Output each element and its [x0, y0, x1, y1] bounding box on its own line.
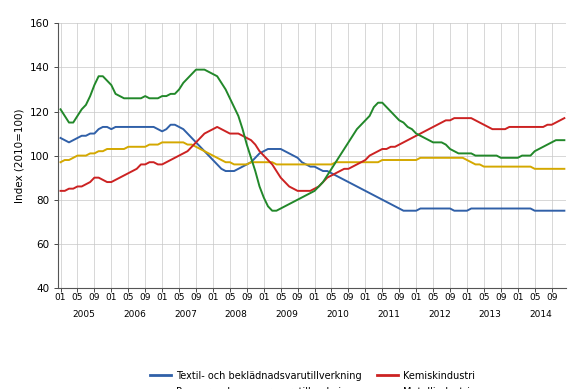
Text: 2006: 2006: [123, 310, 146, 319]
Text: 2010: 2010: [326, 310, 349, 319]
Text: 2012: 2012: [428, 310, 451, 319]
Legend: Textil- och beklädnadsvarutillverkning, Papper- och pappersvarutillverkning, Kem: Textil- och beklädnadsvarutillverkning, …: [146, 367, 479, 389]
Text: 2013: 2013: [479, 310, 502, 319]
Text: 2011: 2011: [377, 310, 400, 319]
Text: 2014: 2014: [530, 310, 552, 319]
Text: 2008: 2008: [225, 310, 248, 319]
Y-axis label: Index (2010=100): Index (2010=100): [14, 109, 24, 203]
Text: 2009: 2009: [276, 310, 298, 319]
Text: 2007: 2007: [174, 310, 197, 319]
Text: 2005: 2005: [72, 310, 95, 319]
